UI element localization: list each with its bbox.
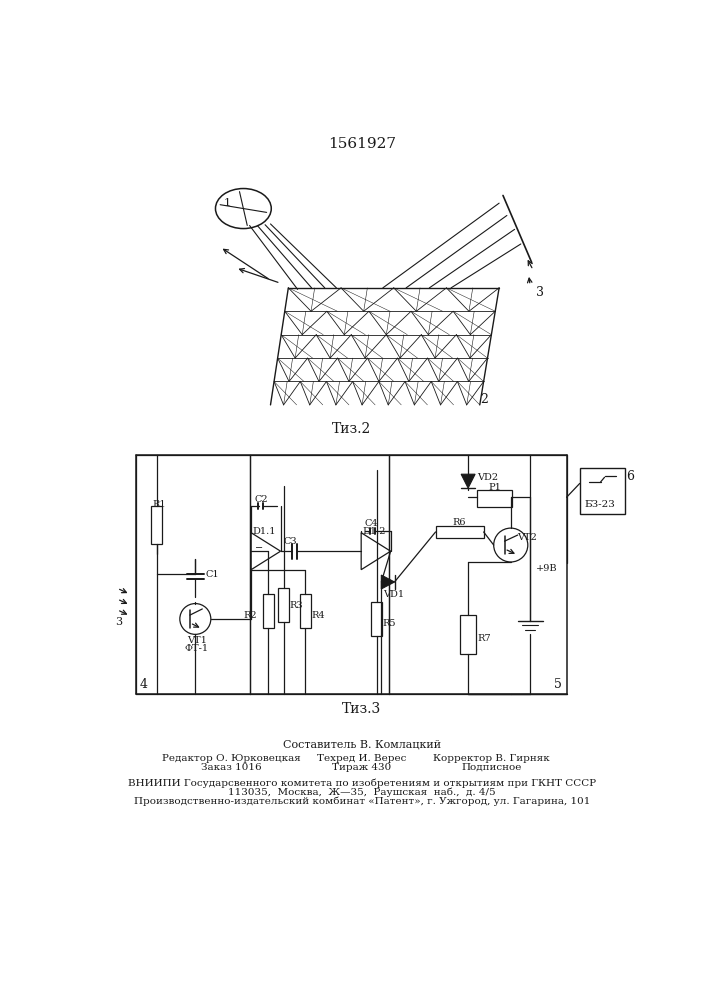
Text: VT1: VT1 xyxy=(187,636,207,645)
Polygon shape xyxy=(381,575,395,589)
Text: R5: R5 xyxy=(383,619,397,628)
Text: −: − xyxy=(255,544,263,552)
Text: VT2: VT2 xyxy=(517,533,537,542)
Text: Τиз.2: Τиз.2 xyxy=(332,422,371,436)
Bar xyxy=(300,594,311,628)
Bar xyxy=(279,588,289,622)
Bar xyxy=(460,615,476,654)
Text: 6: 6 xyxy=(626,470,634,483)
Text: +9В: +9В xyxy=(537,564,558,573)
Text: VD2: VD2 xyxy=(477,473,498,482)
Text: Редактор О. Юрковецкая: Редактор О. Юрковецкая xyxy=(163,754,301,763)
Text: Заказ 1016: Заказ 1016 xyxy=(201,763,262,772)
Text: Подписное: Подписное xyxy=(461,763,522,772)
Text: Τиз.3: Τиз.3 xyxy=(342,702,382,716)
Text: R7: R7 xyxy=(477,634,491,643)
Text: БЗ-23: БЗ-23 xyxy=(585,500,615,509)
Text: ВНИИПИ Государсвенного комитета по изобретениям и открытиям при ГКНТ СССР: ВНИИПИ Государсвенного комитета по изобр… xyxy=(128,778,596,788)
Text: 1: 1 xyxy=(223,198,230,208)
Text: ФТ-1: ФТ-1 xyxy=(185,644,209,653)
Text: Производственно-издательский комбинат «Патент», г. Ужгород, ул. Гагарина, 101: Производственно-издательский комбинат «П… xyxy=(134,797,590,806)
Text: Тираж 430: Тираж 430 xyxy=(332,763,392,772)
Bar xyxy=(263,594,274,628)
Bar xyxy=(151,506,162,544)
Text: Техред И. Верес: Техред И. Верес xyxy=(317,754,407,763)
Bar xyxy=(580,468,625,514)
Text: 3: 3 xyxy=(115,617,122,627)
Text: C2: C2 xyxy=(255,495,269,504)
Text: P1: P1 xyxy=(488,483,501,492)
Text: R2: R2 xyxy=(244,611,257,620)
Text: Корректор В. Гирняк: Корректор В. Гирняк xyxy=(433,754,550,763)
Text: D1.2: D1.2 xyxy=(363,527,386,536)
Text: C3: C3 xyxy=(283,537,297,546)
Text: 2: 2 xyxy=(480,393,488,406)
Text: VD1: VD1 xyxy=(383,590,404,599)
Text: C4: C4 xyxy=(364,519,378,528)
Text: 3: 3 xyxy=(537,286,544,299)
Text: C1: C1 xyxy=(206,570,219,579)
Text: Составитель В. Комлацкий: Составитель В. Комлацкий xyxy=(283,740,441,750)
Text: 4: 4 xyxy=(139,678,148,691)
Polygon shape xyxy=(461,474,475,488)
Text: R1: R1 xyxy=(152,500,165,509)
Bar xyxy=(477,490,512,507)
Bar xyxy=(131,157,596,434)
Text: D1.1: D1.1 xyxy=(252,527,276,536)
Text: R4: R4 xyxy=(312,611,325,620)
Bar xyxy=(436,526,484,538)
Text: 1561927: 1561927 xyxy=(328,137,396,151)
Text: R3: R3 xyxy=(290,601,303,610)
Text: R6: R6 xyxy=(453,518,467,527)
Bar xyxy=(371,602,382,636)
Text: 5: 5 xyxy=(554,678,562,691)
Text: 113035,  Москва,  Ж—35,  Раушская  наб.,  д. 4/5: 113035, Москва, Ж—35, Раушская наб., д. … xyxy=(228,788,496,797)
